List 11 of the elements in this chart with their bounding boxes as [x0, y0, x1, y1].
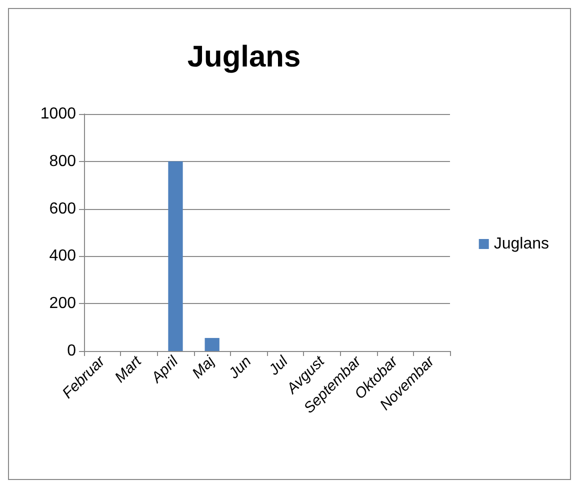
y-tick-label: 0: [67, 342, 76, 360]
x-tick-label: Jul: [265, 352, 292, 380]
y-tick-label: 400: [49, 248, 76, 265]
y-tick-label: 600: [49, 200, 76, 218]
y-tick-label: 800: [49, 152, 76, 170]
chart-title: Juglans: [187, 40, 301, 74]
x-tick-label: Jun: [224, 352, 255, 383]
y-tick-label: 1000: [40, 106, 76, 122]
legend-label: Juglans: [494, 236, 550, 252]
x-tick-label: Maj: [189, 352, 219, 382]
y-tick-label: 200: [49, 295, 76, 312]
